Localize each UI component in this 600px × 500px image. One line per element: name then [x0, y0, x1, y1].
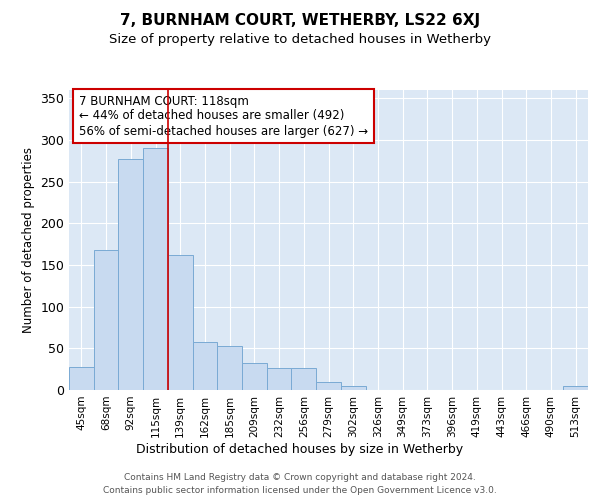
Y-axis label: Number of detached properties: Number of detached properties: [22, 147, 35, 333]
Bar: [267, 368, 292, 390]
Bar: [292, 368, 316, 390]
Bar: [341, 386, 365, 390]
Bar: [168, 255, 193, 390]
Text: Contains public sector information licensed under the Open Government Licence v3: Contains public sector information licen…: [103, 486, 497, 495]
Bar: [69, 366, 94, 390]
Bar: [193, 342, 217, 390]
Bar: [242, 364, 267, 390]
Bar: [563, 386, 588, 390]
Text: Distribution of detached houses by size in Wetherby: Distribution of detached houses by size …: [136, 442, 464, 456]
Bar: [118, 159, 143, 390]
Bar: [143, 148, 168, 390]
Bar: [94, 250, 118, 390]
Bar: [316, 382, 341, 390]
Text: 7 BURNHAM COURT: 118sqm
← 44% of detached houses are smaller (492)
56% of semi-d: 7 BURNHAM COURT: 118sqm ← 44% of detache…: [79, 94, 368, 138]
Bar: [217, 346, 242, 390]
Text: Contains HM Land Registry data © Crown copyright and database right 2024.: Contains HM Land Registry data © Crown c…: [124, 472, 476, 482]
Text: 7, BURNHAM COURT, WETHERBY, LS22 6XJ: 7, BURNHAM COURT, WETHERBY, LS22 6XJ: [120, 12, 480, 28]
Text: Size of property relative to detached houses in Wetherby: Size of property relative to detached ho…: [109, 32, 491, 46]
